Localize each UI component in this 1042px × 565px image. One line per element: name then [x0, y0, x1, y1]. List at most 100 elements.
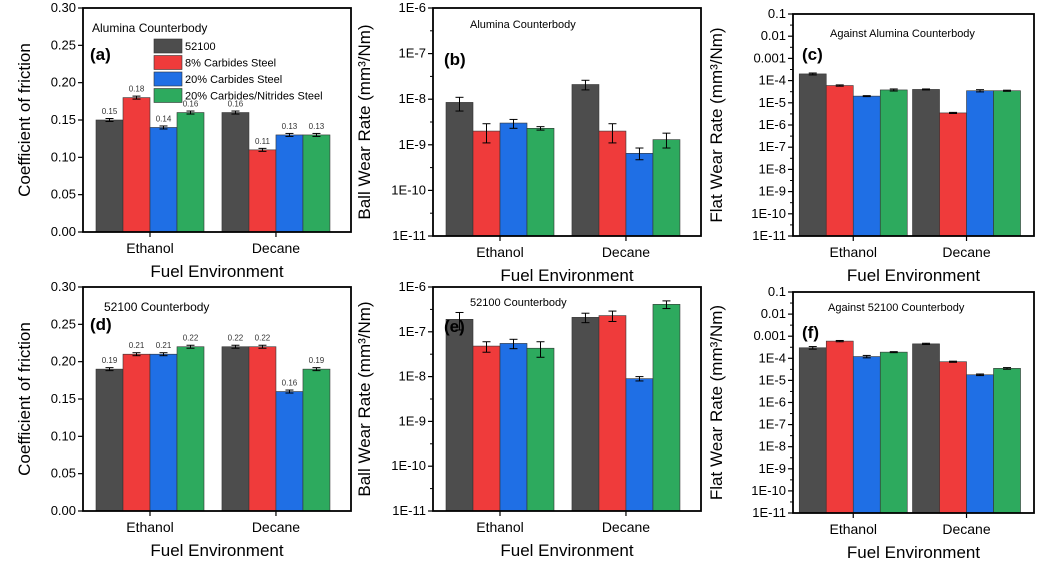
- legend-label-8-carbides-steel: 8% Carbides Steel: [185, 58, 276, 70]
- bar-ethanol-20-carbides-steel: [499, 122, 528, 237]
- y-tick-label: 1E-10: [391, 182, 426, 197]
- bar-decane-8-carbides-steel: [939, 112, 967, 237]
- data-label: 0.16: [228, 100, 244, 109]
- data-label: 0.16: [282, 379, 298, 388]
- y-tick-label: 1E-6: [759, 395, 786, 410]
- y-tick-label: 1E-10: [751, 206, 786, 221]
- plot-frame: [432, 286, 702, 512]
- bar-decane-8-carbides-steel: [598, 130, 627, 237]
- y-tick-label: 0.15: [51, 112, 76, 127]
- x-tick-label: Decane: [602, 244, 650, 260]
- x-axis-label: Fuel Environment: [847, 543, 981, 562]
- y-tick-label: 1E-11: [752, 505, 786, 520]
- y-tick-label: 1E-5: [759, 372, 786, 387]
- bar-ethanol-20-carbides-nitrides-steel: [526, 347, 555, 512]
- y-tick-label: 0.25: [51, 316, 76, 331]
- bar-ethanol-20-carbides-steel: [149, 353, 178, 512]
- y-axis-label: Flat Wear Rate (mm³/Nm): [707, 27, 726, 222]
- data-label: 0.22: [255, 334, 271, 343]
- bar-ethanol-20-carbides-nitrides-steel: [879, 89, 908, 237]
- data-label: 0.14: [156, 114, 172, 123]
- data-label: 0.15: [102, 107, 118, 116]
- y-tick-label: 1E-7: [759, 139, 786, 154]
- x-axis-label: Fuel Environment: [150, 541, 284, 560]
- y-axis-label: Ball Wear Rate (mm³/Nm): [355, 24, 374, 219]
- data-label: 0.18: [129, 85, 145, 94]
- bar-decane-8-carbides-steel: [248, 346, 277, 512]
- bar-ethanol-20-carbides-steel: [499, 343, 528, 512]
- y-tick-label: 1E-9: [759, 461, 786, 476]
- chart-title: 52100 Counterbody: [104, 300, 209, 314]
- x-tick-label: Decane: [942, 521, 990, 537]
- data-label: 0.22: [228, 334, 244, 343]
- legend-label-52100: 52100: [185, 41, 216, 53]
- x-tick-label: Decane: [252, 240, 300, 256]
- y-tick-label: 1E-8: [759, 439, 786, 454]
- plot-frame: [432, 7, 702, 237]
- y-axis-label: Ball Wear Rate (mm³/Nm): [355, 301, 374, 496]
- y-axis-label: Flat Wear Rate (mm³/Nm): [707, 305, 726, 500]
- y-tick-label: 0.1: [768, 284, 786, 299]
- chart-title: Alumina Counterbody: [92, 21, 207, 35]
- y-tick-label: 0.00: [51, 503, 76, 518]
- bar-decane-52100: [571, 317, 600, 512]
- bar-ethanol-20-carbides-steel: [852, 356, 881, 514]
- y-tick-label: 1E-10: [751, 483, 786, 498]
- data-label: 0.22: [183, 334, 199, 343]
- chart-panel-d: 0.00 0.05 0.10 0.15 0.20 0.25 0.30 0.19 0.21 0.21…: [15, 279, 352, 560]
- y-tick-label: 0.10: [51, 149, 76, 164]
- bar-ethanol-52100: [95, 368, 124, 512]
- legend-swatch-20-carbides-steel: [153, 71, 183, 87]
- bar-ethanol-52100: [798, 347, 827, 514]
- bar-decane-20-carbides-nitrides-steel: [302, 368, 331, 512]
- data-label: 0.21: [156, 341, 172, 350]
- bar-decane-52100: [221, 112, 250, 233]
- y-tick-label: 0.20: [51, 354, 76, 369]
- legend-label-20-carbides-nitrides-steel: 20% Carbides/Nitrides Steel: [185, 91, 323, 103]
- legend-label-20-carbides-steel: 20% Carbides Steel: [185, 74, 282, 86]
- data-label: 0.21: [129, 341, 145, 350]
- chart-title: Against Alumina Counterbody: [830, 28, 975, 40]
- x-tick-label: Decane: [602, 519, 650, 535]
- y-tick-label: 0.30: [51, 0, 76, 15]
- bar-decane-52100: [571, 84, 600, 237]
- bar-decane-20-carbides-steel: [625, 153, 654, 237]
- y-tick-label: 1E-7: [399, 324, 426, 339]
- bar-ethanol-20-carbides-nitrides-steel: [879, 351, 908, 514]
- x-tick-label: Decane: [252, 519, 300, 535]
- y-tick-label: 1E-6: [399, 0, 426, 15]
- data-label: 0.16: [183, 100, 199, 109]
- y-tick-label: 1E-8: [399, 91, 426, 106]
- plot-frame: [792, 13, 1035, 237]
- y-tick-label: 0.15: [51, 391, 76, 406]
- x-axis-label: Fuel Environment: [847, 266, 981, 285]
- bar-decane-20-carbides-steel: [625, 378, 654, 512]
- bar-ethanol-20-carbides-nitrides-steel: [176, 346, 205, 512]
- x-axis-label: Fuel Environment: [150, 262, 284, 281]
- legend-swatch-8-carbides-steel: [153, 55, 183, 70]
- y-tick-label: 1E-11: [752, 228, 786, 243]
- legend: 52100 8% Carbides Steel 20% Carbides Steel…: [153, 38, 323, 103]
- y-tick-label: 1E-8: [399, 369, 426, 384]
- panel-label: (e): [444, 317, 465, 336]
- y-tick-label: 0.00: [51, 224, 76, 239]
- y-tick-label: 0.001: [753, 50, 786, 65]
- y-tick-label: 0.001: [753, 328, 786, 343]
- bar-decane-20-carbides-nitrides-steel: [652, 139, 681, 237]
- y-tick-label: 1E-9: [399, 413, 426, 428]
- bar-decane-20-carbides-nitrides-steel: [993, 90, 1021, 237]
- bar-ethanol-8-carbides-steel: [472, 345, 501, 512]
- bar-decane-52100: [912, 343, 940, 514]
- legend-swatch-20-carbides-nitrides-steel: [153, 88, 183, 103]
- bar-decane-8-carbides-steel: [248, 149, 277, 233]
- y-tick-label: 0.10: [51, 428, 76, 443]
- bar-ethanol-52100: [95, 119, 124, 233]
- x-tick-label: Ethanol: [126, 240, 173, 256]
- bar-ethanol-20-carbides-nitrides-steel: [176, 112, 205, 233]
- y-tick-label: 1E-6: [759, 117, 786, 132]
- y-tick-label: 1E-11: [392, 503, 426, 518]
- bar-ethanol-20-carbides-nitrides-steel: [526, 128, 555, 237]
- bar-ethanol-8-carbides-steel: [122, 97, 151, 233]
- y-tick-label: 1E-9: [399, 137, 426, 152]
